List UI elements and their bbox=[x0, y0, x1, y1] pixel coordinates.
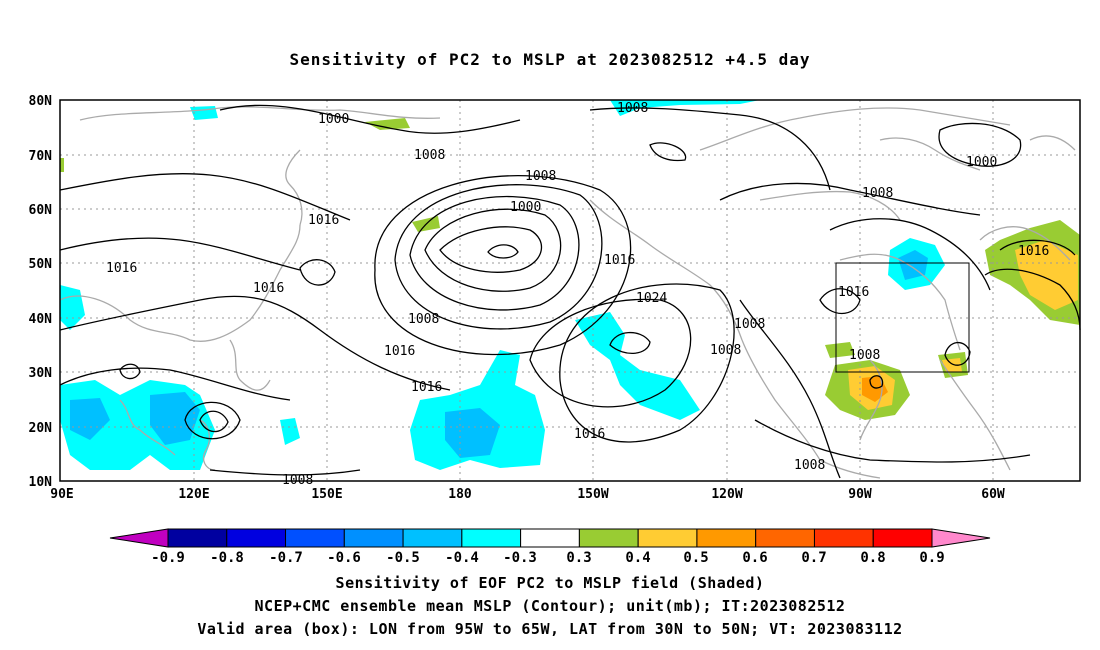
contour-labels: 1000 1008 1008 1000 1008 1016 1016 1000 … bbox=[106, 101, 1049, 488]
contour-label: 1016 bbox=[604, 253, 635, 268]
contour-label: 1008 bbox=[849, 348, 880, 363]
colorbar-swatch bbox=[343, 528, 404, 548]
contour-label: 1016 bbox=[106, 261, 137, 276]
lat-label: 70N bbox=[29, 149, 53, 164]
contour-label: 1000 bbox=[510, 200, 541, 215]
lon-label: 120W bbox=[711, 487, 742, 502]
coastlines bbox=[59, 106, 1076, 479]
contour-label: 1000 bbox=[966, 155, 997, 170]
colorbar-label: -0.3 bbox=[503, 550, 537, 566]
contour-label: 1016 bbox=[1018, 244, 1049, 259]
contour-label: 1016 bbox=[574, 427, 605, 442]
contour-label: 1008 bbox=[862, 186, 893, 201]
contour-label: 1000 bbox=[318, 112, 349, 127]
shade-yellow-ne-atl bbox=[1015, 240, 1078, 310]
lat-label: 50N bbox=[29, 257, 53, 272]
colorbar-right-arrow bbox=[931, 528, 991, 548]
colorbar-swatch bbox=[578, 528, 639, 548]
lon-label: 120E bbox=[178, 487, 209, 502]
colorbar-swatch bbox=[696, 528, 757, 548]
colorbar-label: -0.5 bbox=[386, 550, 420, 566]
shade-blue-central bbox=[445, 408, 500, 458]
shade-blue-sea2 bbox=[70, 398, 110, 440]
caption-shaded: Sensitivity of EOF PC2 to MSLP field (Sh… bbox=[335, 574, 765, 592]
contour-label: 1008 bbox=[710, 343, 741, 358]
lon-label: 60W bbox=[981, 487, 1005, 502]
lat-label: 40N bbox=[29, 312, 53, 327]
colorbar-label: -0.9 bbox=[151, 550, 185, 566]
contours bbox=[59, 104, 1081, 479]
shade-green-left bbox=[60, 158, 64, 172]
lat-label: 10N bbox=[29, 475, 53, 490]
colorbar-swatch bbox=[226, 528, 287, 548]
shade-green-gulf bbox=[825, 342, 855, 358]
map-title: Sensitivity of PC2 to MSLP at 2023082512… bbox=[289, 50, 811, 69]
colorbar-swatch bbox=[461, 528, 522, 548]
colorbar-label: 0.8 bbox=[860, 550, 885, 566]
colorbar-label: -0.7 bbox=[269, 550, 303, 566]
colorbar-label: -0.4 bbox=[445, 550, 479, 566]
lon-label: 90W bbox=[848, 487, 872, 502]
shade-yellow-atl bbox=[942, 358, 962, 372]
lat-label: 20N bbox=[29, 421, 53, 436]
shade-cyan-small1 bbox=[280, 418, 300, 445]
colorbar-label: 0.7 bbox=[801, 550, 826, 566]
colorbar-label: 0.5 bbox=[683, 550, 708, 566]
colorbar-swatch bbox=[813, 528, 874, 548]
colorbar-label: 0.9 bbox=[919, 550, 944, 566]
colorbar-swatch bbox=[755, 528, 815, 548]
colorbar-swatch bbox=[402, 528, 463, 548]
contour-label: 1008 bbox=[794, 458, 825, 473]
shaded-areas bbox=[60, 100, 1080, 470]
shade-cyan-ne bbox=[575, 312, 700, 420]
colorbar-swatch bbox=[520, 528, 580, 548]
contour-label: 1024 bbox=[636, 291, 667, 306]
contour-label: 1008 bbox=[734, 317, 765, 332]
shade-cyan-w bbox=[60, 285, 85, 330]
lon-label: 150W bbox=[577, 487, 608, 502]
colorbar-swatch bbox=[167, 528, 228, 548]
colorbar-swatch bbox=[285, 528, 345, 548]
contour-label: 1008 bbox=[408, 312, 439, 327]
contour-label: 1016 bbox=[384, 344, 415, 359]
lon-label: 150E bbox=[311, 487, 342, 502]
lat-label: 60N bbox=[29, 203, 53, 218]
colorbar-label: 0.4 bbox=[625, 550, 650, 566]
colorbar-label: -0.6 bbox=[327, 550, 361, 566]
contour-label: 1008 bbox=[617, 101, 648, 116]
colorbar-label: 0.6 bbox=[742, 550, 767, 566]
contour-label: 1016 bbox=[411, 380, 442, 395]
lat-lon-grid bbox=[60, 100, 1080, 481]
contour-label: 1016 bbox=[253, 281, 284, 296]
lon-labels: 90E 120E 150E 180 150W 120W 90W 60W bbox=[50, 487, 1005, 502]
colorbar-left-arrow bbox=[109, 528, 169, 548]
valid-area-box bbox=[835, 262, 970, 373]
shade-green-top bbox=[365, 118, 410, 130]
contour-label: 1008 bbox=[525, 169, 556, 184]
lat-label: 30N bbox=[29, 366, 53, 381]
contour-label: 1016 bbox=[308, 213, 339, 228]
colorbar-labels: -0.9 -0.8 -0.7 -0.6 -0.5 -0.4 -0.3 0.3 0… bbox=[151, 550, 945, 566]
lat-labels: 80N 70N 60N 50N 40N 30N 20N 10N bbox=[29, 94, 53, 490]
colorbar-label: 0.3 bbox=[566, 550, 591, 566]
caption-valid-area: Valid area (box): LON from 95W to 65W, L… bbox=[197, 620, 903, 638]
shade-blue-sea bbox=[150, 392, 200, 445]
colorbar-label: -0.8 bbox=[210, 550, 244, 566]
lat-label: 80N bbox=[29, 94, 53, 109]
contour-label: 1008 bbox=[414, 148, 445, 163]
contour-label: 1016 bbox=[838, 285, 869, 300]
shade-cyan-top2 bbox=[610, 100, 760, 116]
caption-contour: NCEP+CMC ensemble mean MSLP (Contour); u… bbox=[254, 597, 846, 615]
colorbar-swatch bbox=[872, 528, 933, 548]
map-frame bbox=[59, 99, 1081, 482]
lon-label: 180 bbox=[448, 487, 472, 502]
lon-label: 90E bbox=[50, 487, 73, 502]
colorbar-swatch bbox=[637, 528, 698, 548]
colorbar: -0.9 -0.8 -0.7 -0.6 -0.5 -0.4 -0.3 0.3 0… bbox=[109, 528, 991, 566]
